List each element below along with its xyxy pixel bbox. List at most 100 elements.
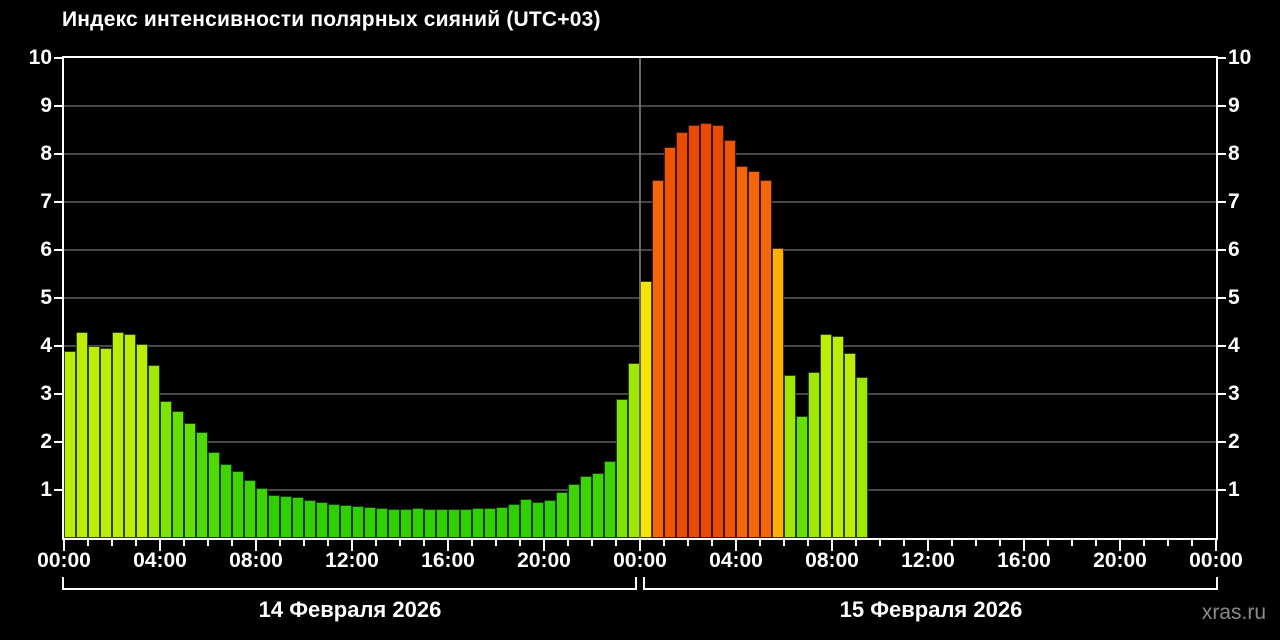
y-label-right-9: 9 (1228, 94, 1240, 117)
y-label-left-8: 8 (40, 142, 52, 165)
bar (568, 484, 580, 538)
bar (496, 507, 508, 538)
y-tick-left (54, 105, 62, 107)
x-tick-major (159, 540, 161, 551)
bar (832, 336, 844, 538)
x-tick-minor (711, 540, 713, 546)
bar (184, 423, 196, 538)
x-tick-minor (999, 540, 1001, 546)
x-tick-major (351, 540, 353, 551)
x-tick-minor (759, 540, 761, 546)
y-label-right-3: 3 (1228, 382, 1240, 405)
x-tick-minor (423, 540, 425, 546)
y-label-right-1: 1 (1228, 478, 1240, 501)
y-label-right-5: 5 (1228, 286, 1240, 309)
bar (484, 508, 496, 538)
bar (844, 353, 856, 538)
bar (664, 147, 676, 538)
x-tick-minor (591, 540, 593, 546)
bar (556, 492, 568, 538)
bar (88, 346, 100, 538)
x-tick-minor (663, 540, 665, 546)
bar (400, 509, 412, 538)
watermark: xras.ru (1201, 601, 1266, 624)
y-tick-left (54, 153, 62, 155)
x-tick-minor (279, 540, 281, 546)
y-tick-right (1218, 297, 1226, 299)
x-label-8: 08:00 (805, 549, 859, 572)
y-tick-right (1218, 441, 1226, 443)
bar (364, 507, 376, 538)
y-tick-right (1218, 489, 1226, 491)
x-label-7: 04:00 (709, 549, 763, 572)
x-tick-minor (135, 540, 137, 546)
y-label-right-7: 7 (1228, 190, 1240, 213)
bar (100, 348, 112, 538)
x-tick-major (1215, 540, 1217, 551)
x-tick-minor (879, 540, 881, 546)
x-tick-minor (1191, 540, 1193, 546)
y-tick-right (1218, 393, 1226, 395)
bar (172, 411, 184, 538)
x-tick-minor (327, 540, 329, 546)
y-label-left-6: 6 (40, 238, 52, 261)
bar (772, 248, 784, 538)
bar (436, 509, 448, 538)
x-label-0: 00:00 (37, 549, 91, 572)
x-label-1: 04:00 (133, 549, 187, 572)
bar (124, 334, 136, 538)
x-tick-minor (87, 540, 89, 546)
bar (796, 416, 808, 538)
x-tick-minor (519, 540, 521, 546)
bar (424, 509, 436, 538)
bar (112, 332, 124, 538)
y-label-left-2: 2 (40, 430, 52, 453)
bar (736, 166, 748, 538)
bar (520, 499, 532, 538)
bar (712, 125, 724, 538)
y-tick-left (54, 201, 62, 203)
x-tick-minor (855, 540, 857, 546)
x-tick-major (735, 540, 737, 551)
x-tick-minor (207, 540, 209, 546)
bar (340, 505, 352, 538)
bar (784, 375, 796, 538)
bar (472, 508, 484, 538)
bar (316, 502, 328, 538)
date-label-2: 15 Февраля 2026 (839, 597, 1023, 622)
x-tick-minor (303, 540, 305, 546)
y-label-right-8: 8 (1228, 142, 1240, 165)
bar (460, 509, 472, 538)
bar (724, 140, 736, 538)
y-tick-left (54, 297, 62, 299)
x-tick-minor (375, 540, 377, 546)
y-label-left-3: 3 (40, 382, 52, 405)
y-label-right-6: 6 (1228, 238, 1240, 261)
y-label-left-7: 7 (40, 190, 52, 213)
x-label-2: 08:00 (229, 549, 283, 572)
x-tick-minor (615, 540, 617, 546)
x-tick-minor (1095, 540, 1097, 546)
bar (412, 508, 424, 538)
bar (676, 132, 688, 538)
x-label-3: 12:00 (325, 549, 379, 572)
x-label-11: 20:00 (1093, 549, 1147, 572)
y-tick-right (1218, 57, 1226, 59)
x-tick-minor (231, 540, 233, 546)
x-tick-major (1119, 540, 1121, 551)
x-label-5: 20:00 (517, 549, 571, 572)
x-tick-major (1023, 540, 1025, 551)
date-bracket-2 (643, 577, 1218, 590)
bar (592, 473, 604, 538)
x-tick-minor (807, 540, 809, 546)
x-label-4: 16:00 (421, 549, 475, 572)
y-label-left-5: 5 (40, 286, 52, 309)
x-tick-minor (975, 540, 977, 546)
x-label-6: 00:00 (613, 549, 667, 572)
bar (304, 500, 316, 538)
x-tick-major (63, 540, 65, 551)
x-tick-minor (567, 540, 569, 546)
y-label-left-10: 10 (28, 46, 52, 69)
y-label-left-1: 1 (40, 478, 52, 501)
